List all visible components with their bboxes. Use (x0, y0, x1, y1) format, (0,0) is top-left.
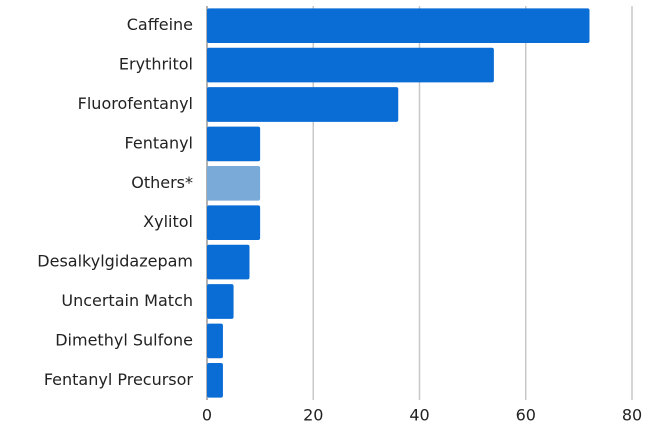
bar (207, 126, 261, 162)
y-tick-label: Xylitol (143, 212, 193, 231)
x-tick-label: 40 (409, 406, 429, 425)
x-tick-label: 80 (622, 406, 642, 425)
y-tick-label: Fentanyl (125, 133, 193, 152)
y-tick-label: Fluorofentanyl (78, 94, 193, 113)
x-tick-label: 60 (516, 406, 536, 425)
bar (207, 205, 261, 241)
x-tick-label: 0 (202, 406, 212, 425)
bar (207, 47, 494, 83)
bar (207, 323, 223, 359)
y-tick-label: Caffeine (127, 15, 193, 34)
y-tick-label: Fentanyl Precursor (44, 370, 194, 389)
bar (207, 284, 234, 319)
y-tick-label: Others* (131, 173, 193, 192)
y-tick-label: Desalkylgidazepam (37, 252, 193, 271)
bar (207, 362, 223, 398)
y-tick-label: Dimethyl Sulfone (55, 330, 193, 349)
bar (207, 244, 250, 280)
x-tick-label: 20 (303, 406, 323, 425)
bar (207, 165, 261, 201)
bar (207, 87, 399, 122)
bar (207, 8, 590, 44)
y-tick-label: Uncertain Match (61, 291, 193, 310)
y-tick-label: Erythritol (119, 55, 193, 74)
